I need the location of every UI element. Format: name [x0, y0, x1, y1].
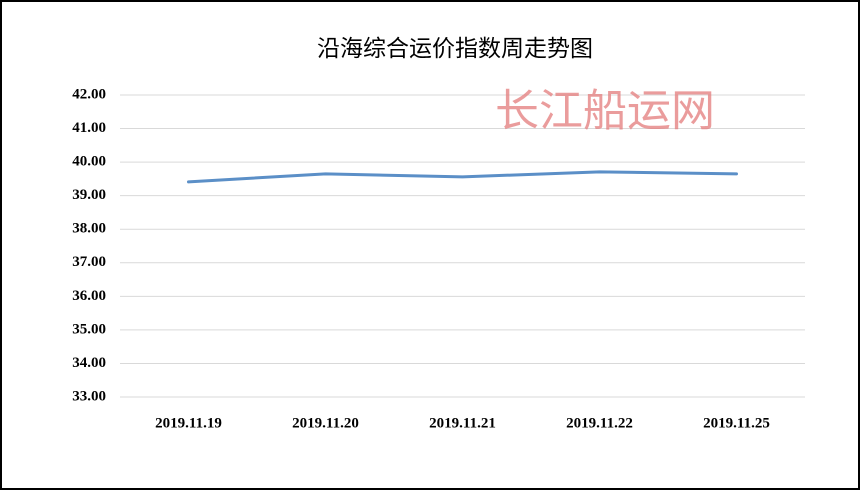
y-tick-label: 34.00: [72, 355, 106, 371]
x-tick-label: 2019.11.21: [429, 415, 496, 431]
x-tick-label: 2019.11.22: [566, 415, 633, 431]
x-tick-label: 2019.11.20: [292, 415, 359, 431]
y-tick-label: 39.00: [72, 187, 106, 203]
y-tick-label: 35.00: [72, 321, 106, 337]
y-tick-label: 38.00: [72, 221, 106, 237]
y-tick-label: 36.00: [72, 288, 106, 304]
y-tick-label: 33.00: [72, 388, 106, 404]
y-tick-label: 41.00: [72, 120, 106, 136]
x-tick-label: 2019.11.19: [155, 415, 222, 431]
chart-title: 沿海综合运价指数周走势图: [317, 36, 593, 62]
y-tick-label: 42.00: [72, 86, 106, 102]
x-tick-label: 2019.11.25: [703, 415, 770, 431]
y-tick-label: 37.00: [72, 254, 106, 270]
y-tick-label: 40.00: [72, 154, 106, 170]
watermark: 长江船运网: [495, 86, 715, 137]
line-series: [187, 170, 738, 184]
